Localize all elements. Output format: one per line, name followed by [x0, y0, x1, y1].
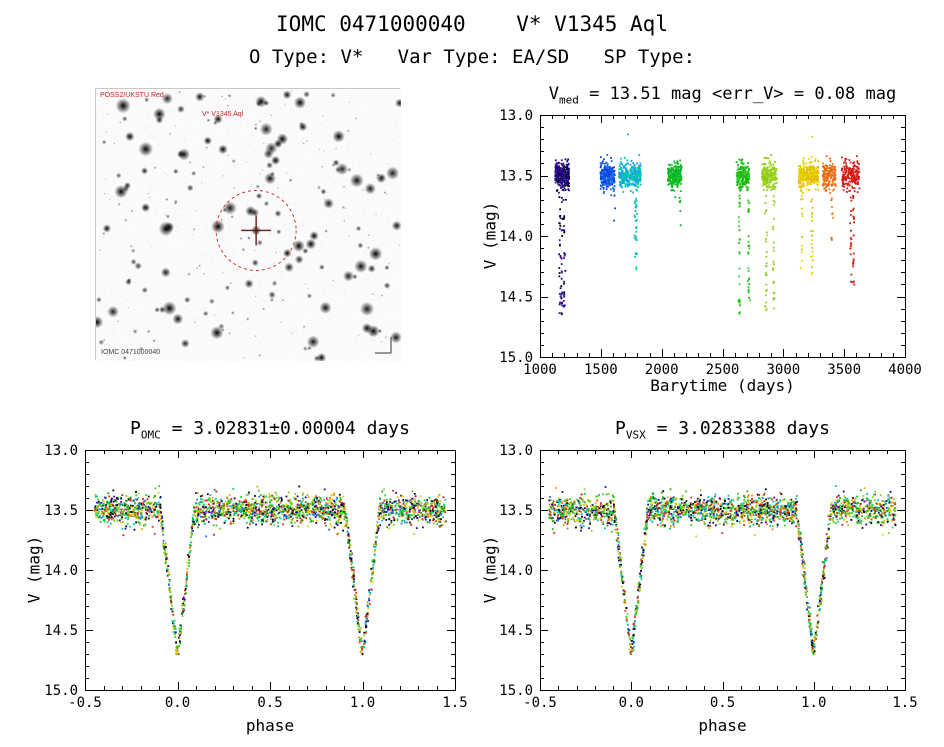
lightcurve-title: Vmed = 13.51 mag <err_V> = 0.08 mag [490, 84, 944, 106]
phase-vsx-title-post: = 3.0283388 days [645, 418, 830, 439]
phase-omc-ylabel: V (mag) [24, 535, 44, 604]
phase-omc-canvas [35, 440, 475, 740]
finder-target-label: V* V1345 Aql [202, 111, 244, 118]
phase-omc-title: POMC = 3.02831±0.00004 days [50, 418, 490, 442]
lightcurve-canvas [490, 105, 930, 397]
phase-vsx-ylabel: V (mag) [480, 535, 500, 604]
phase-vsx-title-pre: P [615, 418, 626, 439]
finder-canvas [96, 89, 401, 361]
lightcurve-title-post: = 13.51 mag <err_V> = 0.08 mag [578, 84, 897, 104]
phase-omc-title-pre: P [130, 418, 141, 439]
lightcurve-ylabel: V (mag) [480, 201, 500, 270]
phase-omc-title-sub: OMC [140, 428, 161, 442]
phase-vsx-xlabel: phase [698, 716, 747, 735]
phase-vsx-canvas [490, 440, 930, 735]
phase-omc-title-post: = 3.02831±0.00004 days [160, 418, 410, 439]
phase-omc-xlabel: phase [245, 716, 295, 735]
finder-footer-label: IOMC 0471000040 [101, 349, 161, 356]
finder-plate-label: POSS2/UKSTU Red [100, 92, 164, 99]
lightcurve-title-pre: V [548, 84, 560, 104]
phase-vsx-title: PVSX = 3.0283388 days [490, 418, 944, 442]
finder-chart: POSS2/UKSTU Red V* V1345 Aql IOMC 047100… [95, 88, 401, 361]
page-subtitle: O Type: V* Var Type: EA/SD SP Type: [248, 46, 696, 68]
lightcurve-title-sub: med [559, 93, 579, 107]
page-title: IOMC 0471000040 V* V1345 Aql [276, 12, 668, 36]
lightcurve-xlabel: Barytime (days) [650, 376, 795, 395]
phase-vsx-title-sub: VSX [625, 428, 646, 442]
